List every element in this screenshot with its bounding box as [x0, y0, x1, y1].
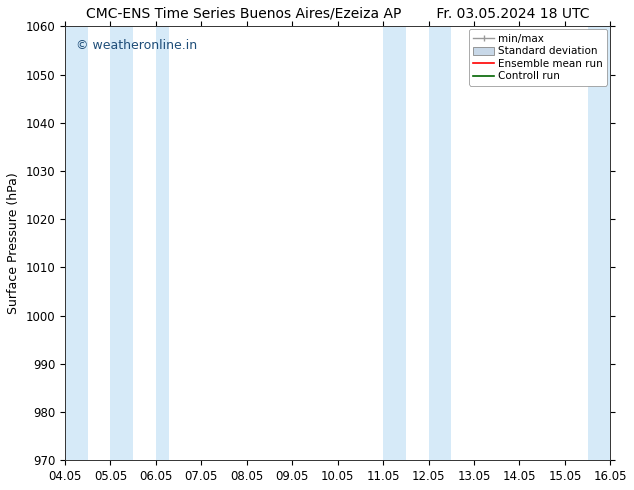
Bar	[429, 26, 451, 460]
Bar	[65, 26, 87, 460]
Text: © weatheronline.in: © weatheronline.in	[76, 39, 197, 52]
Bar	[383, 26, 406, 460]
Title: CMC-ENS Time Series Buenos Aires/Ezeiza AP        Fr. 03.05.2024 18 UTC: CMC-ENS Time Series Buenos Aires/Ezeiza …	[86, 7, 590, 21]
Legend: min/max, Standard deviation, Ensemble mean run, Controll run: min/max, Standard deviation, Ensemble me…	[469, 29, 607, 86]
Bar	[110, 26, 133, 460]
Bar	[588, 26, 611, 460]
Bar	[156, 26, 169, 460]
Y-axis label: Surface Pressure (hPa): Surface Pressure (hPa)	[7, 172, 20, 314]
